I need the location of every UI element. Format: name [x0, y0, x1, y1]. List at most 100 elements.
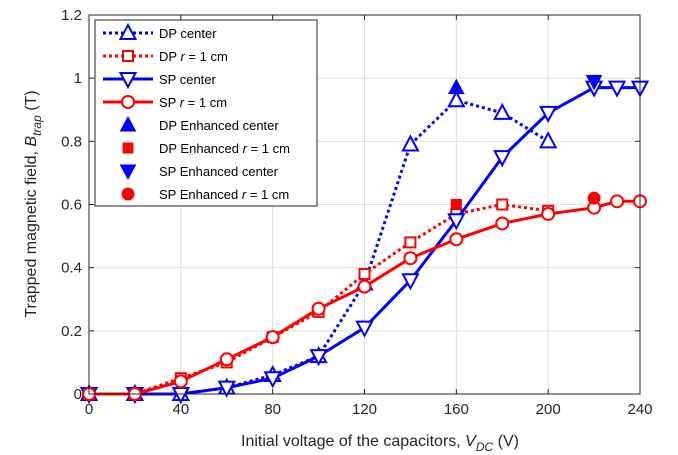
legend: DP center DP r = 1 cm SP center SP r = 1 cm… [94, 19, 318, 207]
point-sp-center [493, 150, 512, 168]
point-sp-r-1-cm [219, 352, 234, 367]
legend-label-part: SP [159, 95, 180, 110]
x-axis-label-main: Initial voltage of the capacitors, [241, 433, 465, 450]
legend-label-part: SP center [159, 72, 217, 87]
y-tick-label: 0.2 [61, 323, 82, 340]
point-sp-r-1-cm [495, 216, 510, 231]
legend-label-sp-r-1-cm: SP r = 1 cm [159, 95, 227, 110]
point-sp-r-1-cm [449, 232, 464, 247]
legend-item-sp-enhanced-center: SP Enhanced center [119, 164, 279, 181]
point-dp-r-1-cm [404, 236, 417, 249]
series-sp-enhanced-r-1-cm [587, 191, 601, 205]
legend-item-sp-enhanced-r-1-cm: SP Enhanced r = 1 cm [121, 187, 289, 202]
series-line-sp-center [89, 86, 640, 396]
legend-marker-sp-center [118, 72, 138, 90]
point-dp-center [538, 131, 558, 149]
x-axis-label: Initial voltage of the capacitors, VDC (… [241, 433, 519, 454]
series-dp-enhanced-r-1-cm [450, 199, 462, 210]
legend-marker-dp-enhanced-r-1-cm [122, 142, 134, 154]
y-tick-label: 0 [74, 386, 82, 403]
legend-label-sp-enhanced-center: SP Enhanced center [159, 164, 279, 179]
point-sp-enhanced-center [585, 74, 603, 91]
legend-label-dp-r-1-cm: DP r = 1 cm [159, 49, 228, 64]
point-sp-r-1-cm [173, 374, 188, 389]
x-axis-label-unit: (V) [493, 433, 519, 450]
legend-label-part: r [180, 49, 185, 64]
x-tick-label: 200 [536, 401, 561, 418]
series-sp-center [79, 80, 650, 405]
legend-item-dp-enhanced-center: DP Enhanced center [119, 115, 279, 133]
series-line-sp-r-1-cm [89, 199, 640, 396]
legend-label-part: r [242, 187, 247, 202]
legend-label-dp-enhanced-center: DP Enhanced center [159, 118, 279, 133]
legend-item-dp-center: DP center [103, 22, 217, 41]
legend-label-part: = 1 cm [184, 95, 227, 110]
legend-label-part: SP Enhanced [159, 187, 242, 202]
point-sp-r-1-cm [357, 279, 372, 294]
point-dp-center [401, 134, 420, 152]
series-sp-enhanced-center [585, 74, 603, 91]
point-sp-center [355, 320, 374, 338]
legend-label-part: = 1 cm [247, 141, 290, 156]
legend-label-dp-center: DP center [159, 26, 217, 41]
x-tick-label: 120 [352, 401, 377, 418]
x-axis-label-var: V [465, 433, 477, 450]
point-sp-center [401, 273, 420, 291]
point-dp-center [447, 90, 466, 108]
legend-label-sp-center: SP center [159, 72, 217, 87]
point-dp-r-1-cm [358, 267, 371, 280]
point-sp-r-1-cm [403, 251, 418, 266]
legend-item-sp-r-1-cm: SP r = 1 cm [103, 95, 227, 110]
point-sp-r-1-cm [610, 194, 625, 209]
plot-frame [88, 14, 641, 395]
legend-marker-dp-enhanced-center [119, 115, 137, 132]
y-tick-label: 1.2 [61, 7, 82, 24]
point-sp-center [217, 380, 236, 398]
point-dp-center [493, 102, 512, 120]
legend-item-sp-center: SP center [103, 72, 217, 90]
legend-label-part: DP [159, 49, 180, 64]
legend-label-sp-enhanced-r-1-cm: SP Enhanced r = 1 cm [159, 187, 289, 202]
legend-label-part: r [180, 95, 185, 110]
y-tick-labels: 0 0.2 0.4 0.6 0.8 1 1.2 [61, 7, 82, 403]
x-tick-labels: 0 40 80 120 160 200 240 [85, 401, 653, 418]
y-tick-label: 1 [74, 70, 82, 87]
x-tick-label: 80 [264, 401, 281, 418]
point-sp-center [607, 80, 627, 98]
y-axis-label-unit: (T) [23, 90, 40, 115]
legend-marker-sp-enhanced-r-1-cm [121, 187, 135, 201]
legend-item-dp-r-1-cm: DP r = 1 cm [103, 49, 228, 64]
legend-item-dp-enhanced-r-1-cm: DP Enhanced r = 1 cm [122, 141, 290, 156]
y-tick-label: 0.4 [61, 260, 82, 277]
x-tick-label: 160 [444, 401, 469, 418]
point-sp-center [263, 371, 282, 389]
series-dp-enhanced-center [447, 78, 465, 95]
x-tick-label: 0 [85, 401, 93, 418]
y-axis-label: Trapped magnetic field, Btrap (T) [23, 90, 44, 317]
point-dp-enhanced-r-1-cm [450, 199, 462, 210]
legend-marker-sp-r-1-cm [121, 95, 135, 109]
point-sp-center [538, 105, 558, 124]
legend-label-part: = 1 cm [246, 187, 289, 202]
point-sp-enhanced-r-1-cm [587, 191, 601, 205]
legend-label-dp-enhanced-r-1-cm: DP Enhanced r = 1 cm [159, 141, 290, 156]
point-dp-enhanced-center [447, 78, 465, 95]
point-sp-r-1-cm [541, 206, 556, 221]
legend-marker-dp-r-1-cm [122, 50, 134, 62]
legend-marker-sp-enhanced-center [119, 164, 137, 181]
legend-label-part: DP Enhanced [159, 141, 243, 156]
legend-label-part: = 1 cm [185, 49, 228, 64]
point-sp-r-1-cm [311, 301, 326, 316]
y-tick-label: 0.6 [61, 197, 82, 214]
y-axis-label-main: Trapped magnetic field, [23, 147, 40, 318]
point-dp-r-1-cm [496, 198, 509, 211]
legend-label-part: DP center [159, 26, 217, 41]
y-axis-label-sub: trap [30, 115, 44, 136]
x-tick-label: 40 [172, 401, 189, 418]
legend-label-part: SP Enhanced center [159, 164, 279, 179]
point-sp-center [309, 349, 328, 367]
legend-label-part: DP Enhanced center [159, 118, 279, 133]
y-axis-label-var: B [23, 136, 40, 147]
legend-label-part: r [243, 141, 248, 156]
